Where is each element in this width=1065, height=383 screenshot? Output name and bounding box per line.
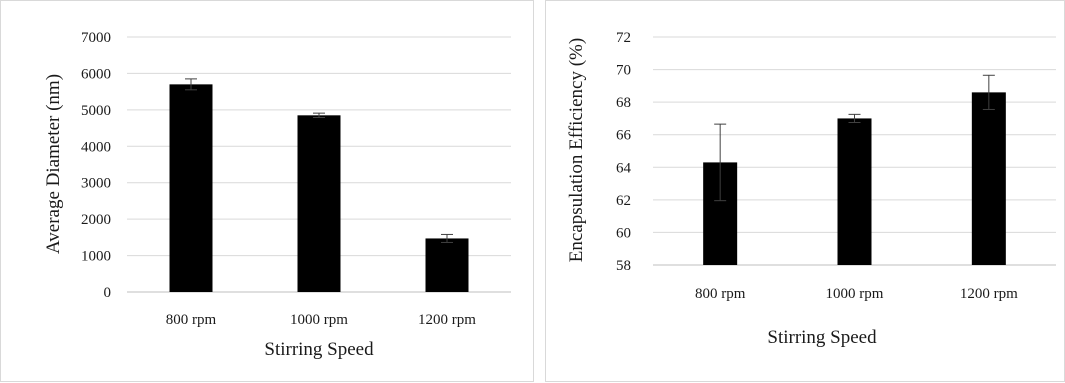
average-diameter-chart: 0 1000 2000 3000 4000 5000 6000 7000 800 rpm 100… xyxy=(0,0,534,382)
bar xyxy=(169,84,213,292)
x-axis-title: Stirring Speed xyxy=(767,327,877,348)
y-tick-label: 60 xyxy=(616,225,631,241)
x-tick-label: 800 rpm xyxy=(695,286,746,302)
bar xyxy=(425,238,469,292)
x-axis-title: Stirring Speed xyxy=(264,339,374,360)
error-bar xyxy=(714,123,727,202)
error-bar xyxy=(313,112,325,119)
encapsulation-efficiency-chart-svg: 58 60 62 64 66 68 70 72 800 rpm 1000 rpm 1200 rpm… xyxy=(566,30,1056,348)
y-axis-title: Encapsulation Efficiency (%) xyxy=(566,38,587,262)
y-tick-label: 7000 xyxy=(81,30,111,46)
x-tick-label: 1000 rpm xyxy=(290,312,348,328)
y-tick-label: 3000 xyxy=(81,176,111,192)
average-diameter-chart-svg: 0 1000 2000 3000 4000 5000 6000 7000 800 rpm 100… xyxy=(43,30,511,360)
x-tick-label: 1200 rpm xyxy=(418,312,476,328)
y-tick-label: 70 xyxy=(616,63,631,79)
y-tick-label: 58 xyxy=(616,258,631,274)
y-tick-label: 64 xyxy=(616,160,632,176)
y-tick-label: 6000 xyxy=(81,66,111,82)
y-tick-label: 5000 xyxy=(81,103,111,119)
y-tick-label: 4000 xyxy=(81,139,111,155)
y-tick-label: 66 xyxy=(616,128,632,144)
bar xyxy=(837,118,872,265)
y-tick-label: 1000 xyxy=(81,249,111,265)
y-axis-title: Average Diameter (nm) xyxy=(43,74,64,254)
bar xyxy=(297,115,341,292)
error-bar xyxy=(185,78,197,91)
error-bar xyxy=(441,233,453,243)
y-tick-label: 2000 xyxy=(81,212,111,228)
x-tick-label: 800 rpm xyxy=(166,312,217,328)
x-tick-label: 1000 rpm xyxy=(826,286,884,302)
error-bar xyxy=(982,74,995,110)
error-bar xyxy=(848,113,861,123)
y-tick-label: 62 xyxy=(616,193,631,209)
y-tick-label: 68 xyxy=(616,95,631,111)
y-tick-label: 72 xyxy=(616,30,631,46)
x-tick-label: 1200 rpm xyxy=(960,286,1018,302)
encapsulation-efficiency-chart: 58 60 62 64 66 68 70 72 800 rpm 1000 rpm 1200 rpm… xyxy=(545,0,1065,382)
bar xyxy=(971,92,1006,265)
y-tick-label: 0 xyxy=(104,285,112,301)
